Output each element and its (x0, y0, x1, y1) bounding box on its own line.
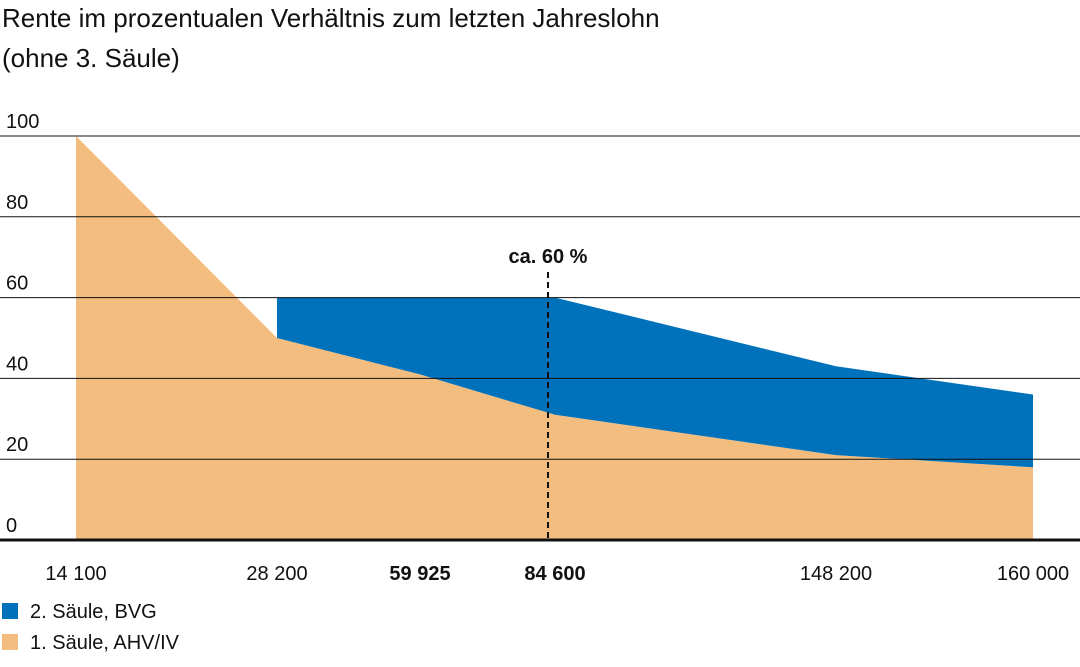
area (277, 297, 1033, 468)
legend-label: 1. Säule, AHV/IV (30, 632, 180, 654)
y-tick-label: 80 (6, 192, 28, 214)
legend-swatch (2, 634, 18, 650)
x-tick-label: 160 000 (997, 563, 1069, 585)
annotation: ca. 60 % (509, 246, 588, 268)
x-tick-label: 28 200 (246, 563, 307, 585)
y-tick-label: 60 (6, 273, 28, 295)
x-tick-label: 14 100 (45, 563, 106, 585)
y-tick-label: 0 (6, 515, 17, 537)
area (76, 136, 1033, 540)
chart-title: Rente im prozentualen Verhältnis zum let… (2, 3, 660, 33)
y-tick-label: 20 (6, 434, 28, 456)
legend-swatch (2, 603, 18, 619)
y-tick-label: 100 (6, 111, 39, 133)
x-tick-label: 148 200 (800, 563, 872, 585)
x-tick-label: 84 600 (524, 563, 585, 585)
legend-label: 2. Säule, BVG (30, 601, 157, 623)
y-tick-label: 40 (6, 353, 28, 375)
chart-subtitle: (ohne 3. Säule) (2, 43, 180, 73)
x-tick-label: 59 925 (389, 563, 450, 585)
